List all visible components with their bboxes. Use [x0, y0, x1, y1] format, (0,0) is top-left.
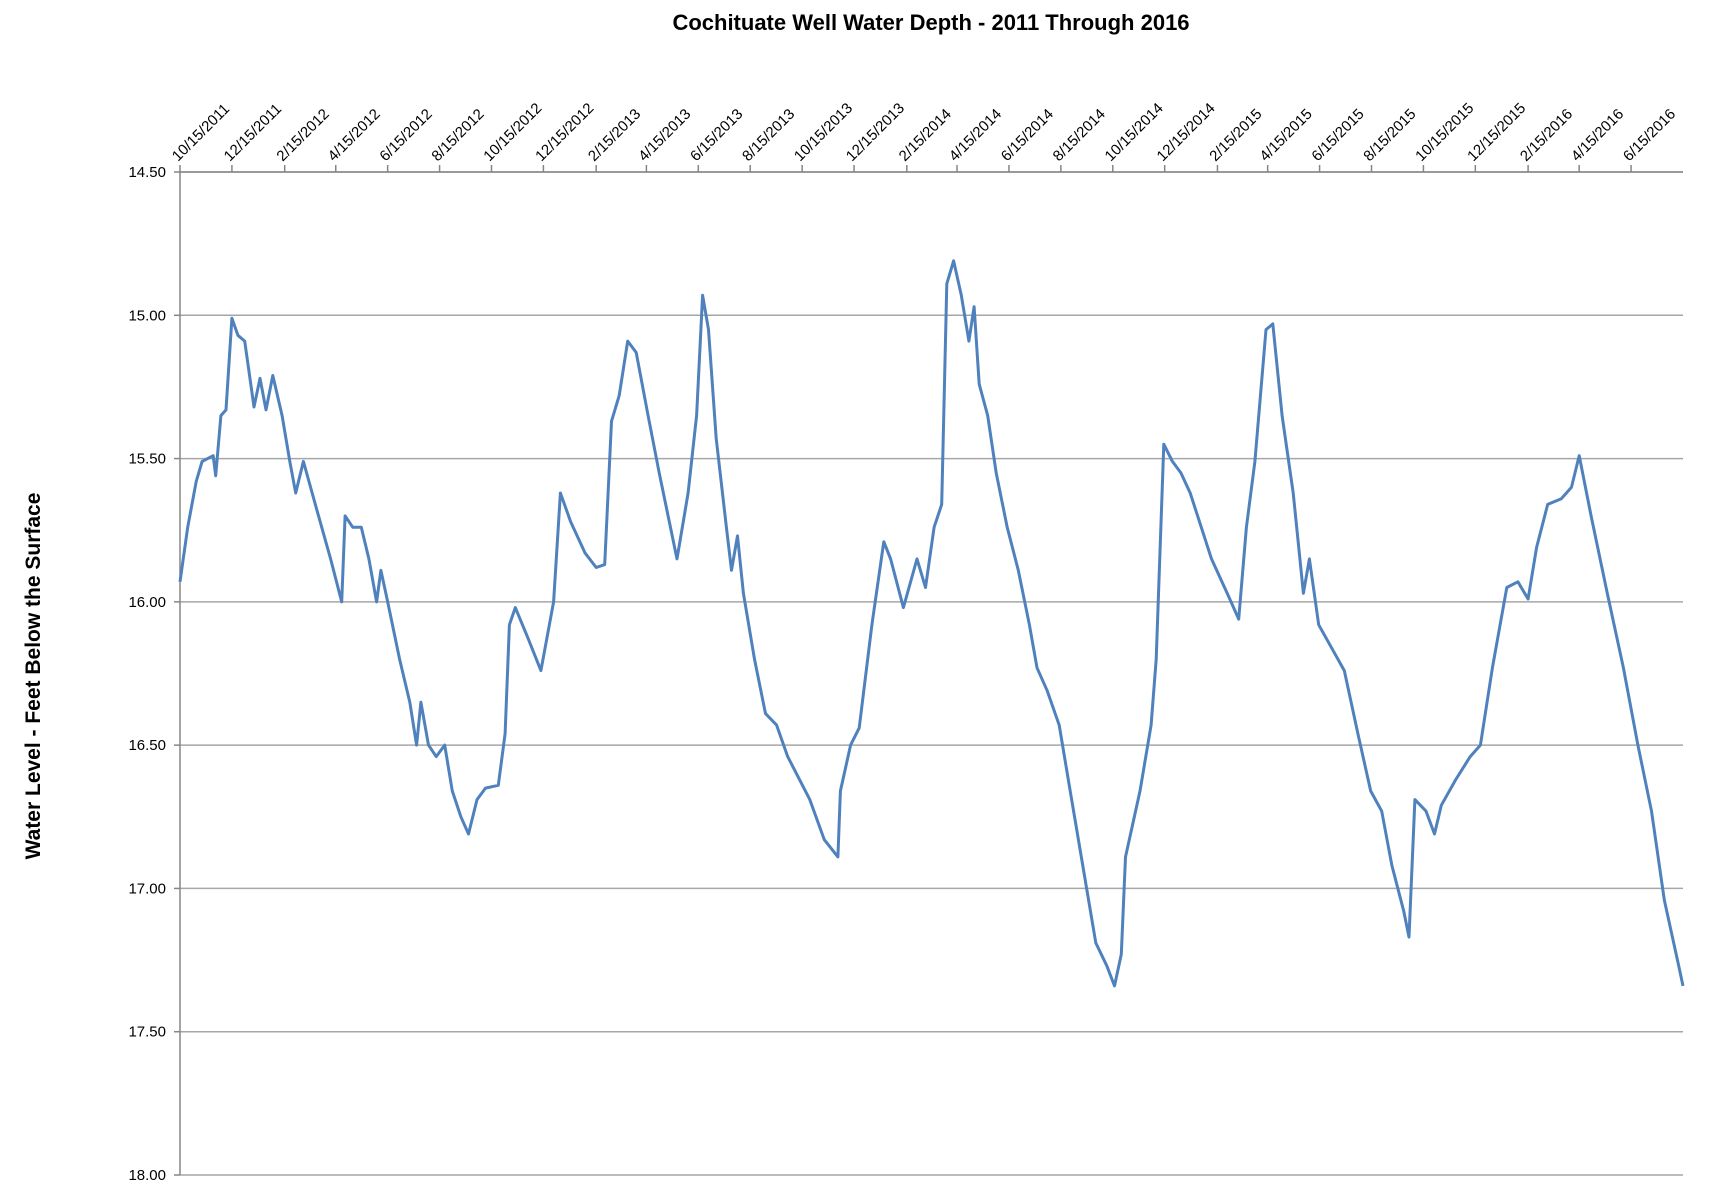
x-tick-label: 8/15/2014 — [1050, 106, 1109, 165]
chart-title: Cochituate Well Water Depth - 2011 Throu… — [672, 10, 1189, 35]
x-tick-label: 6/15/2012 — [376, 106, 435, 165]
y-tick-label: 17.50 — [128, 1024, 166, 1041]
y-tick-label: 17.00 — [128, 880, 166, 897]
y-tick-label: 18.00 — [128, 1167, 166, 1184]
y-axis-label: Water Level - Feet Below the Surface — [22, 493, 45, 860]
x-tick-label: 8/15/2012 — [428, 106, 487, 165]
x-tick-label: 6/15/2016 — [1620, 106, 1679, 165]
x-tick-label: 4/15/2012 — [325, 106, 384, 165]
x-tick-label: 8/15/2015 — [1360, 106, 1419, 165]
x-tick-label: 4/15/2014 — [946, 106, 1005, 165]
y-tick-label: 15.50 — [128, 451, 166, 468]
y-tick-label: 14.50 — [128, 164, 166, 181]
x-tick-label: 4/15/2015 — [1256, 106, 1315, 165]
y-tick-label: 16.50 — [128, 737, 166, 754]
x-tick-label: 6/15/2015 — [1308, 106, 1367, 165]
x-tick-label: 8/15/2013 — [739, 106, 798, 165]
data-line — [178, 259, 1685, 988]
y-tick-label: 16.00 — [128, 594, 166, 611]
y-tick-label: 15.00 — [128, 307, 166, 324]
x-tick-label: 4/15/2013 — [635, 106, 694, 165]
x-tick-label: 6/15/2014 — [998, 106, 1057, 165]
x-tick-label: 4/15/2016 — [1568, 106, 1627, 165]
x-tick-label: 6/15/2013 — [687, 106, 746, 165]
